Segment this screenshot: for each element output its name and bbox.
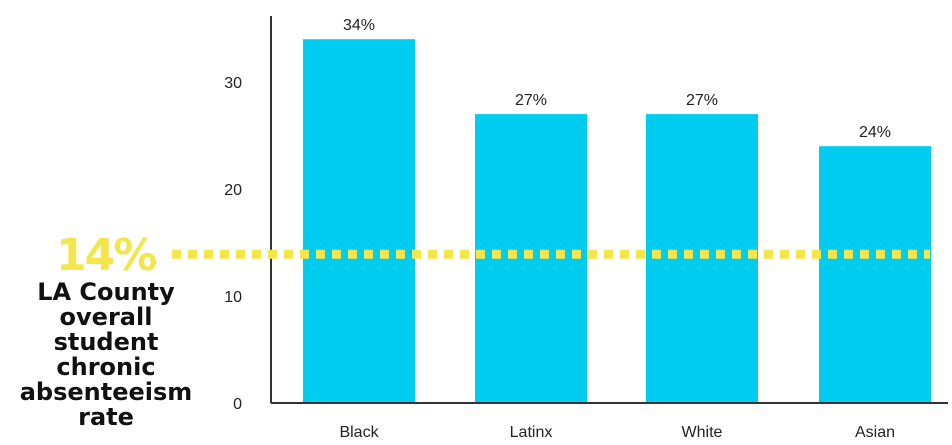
data-label-asian: 24% <box>859 124 891 141</box>
x-tick-label-white: White <box>682 424 723 441</box>
reference-label-line-6: rate <box>78 403 134 431</box>
bars-group <box>303 39 931 403</box>
reference-label-line-1: LA County <box>37 278 175 306</box>
y-axis-ticks: 0 10 20 30 <box>224 75 242 413</box>
x-axis-ticks: Black Latinx White Asian <box>339 424 895 441</box>
bar-labels-group: 34% 27% 27% 24% <box>343 17 891 141</box>
reference-label-line-3: student <box>53 328 159 356</box>
bar-black <box>303 39 415 403</box>
y-tick-label-10: 10 <box>224 289 242 306</box>
y-tick-label-30: 30 <box>224 75 242 92</box>
data-label-black: 34% <box>343 17 375 34</box>
y-tick-label-20: 20 <box>224 182 242 199</box>
reference-label-line-2: overall <box>59 303 153 331</box>
y-tick-label-0: 0 <box>233 396 242 413</box>
reference-value-label: 14% <box>56 230 157 281</box>
bar-asian <box>819 146 931 403</box>
x-tick-label-asian: Asian <box>855 424 895 441</box>
x-tick-label-latinx: Latinx <box>510 424 553 441</box>
x-tick-label-black: Black <box>339 424 379 441</box>
reference-label-line-5: absenteeism <box>19 378 193 406</box>
reference-description-label: LA County overall student chronic absenteeis… <box>0 280 212 430</box>
reference-label-line-4: chronic <box>56 353 156 381</box>
data-label-latinx: 27% <box>515 92 547 109</box>
data-label-white: 27% <box>686 92 718 109</box>
